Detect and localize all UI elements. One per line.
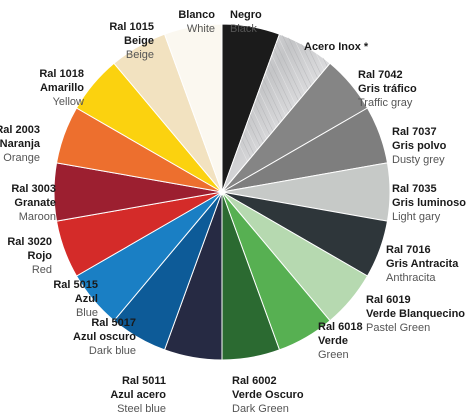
slice-label: Blanco White (178, 9, 215, 35)
slice-label: Ral 5015 Azul Blue (53, 279, 98, 319)
slice-label: Ral 7035 Gris luminoso Light gary (392, 183, 466, 223)
slice-label: Ral 7037 Gris polvo Dusty grey (392, 126, 447, 166)
slice-label: Acero Inox * (304, 41, 369, 53)
slice-label: Ral 1018 Amarillo Yellow (39, 68, 84, 108)
slice-label: Ral 6002 Verde Oscuro Dark Green (232, 375, 304, 415)
pie-slice (163, 23, 223, 193)
slice-label: Ral 5017 Azul oscuro Dark blue (73, 317, 136, 357)
slice-label: Negro Black (230, 9, 262, 35)
slice-label: Ral 7016 Gris Antracita Anthracita (386, 244, 459, 284)
slice-label: Ral 6018 Verde Green (318, 321, 363, 361)
slice-label: Ral 6019 Verde Blanquecino Pastel Green (366, 294, 465, 334)
slice-label: Ral 7042 Gris tráfico Traffic gray (358, 69, 417, 109)
slice-label: Ral 3003 Granate Maroon (11, 183, 56, 223)
slice-label: Ral 3020 Rojo Red (7, 236, 52, 276)
slice-label: Ral 5011 Azul acero Steel blue (110, 375, 166, 415)
slice-label: Ral 1015 Beige Beige (109, 21, 154, 61)
